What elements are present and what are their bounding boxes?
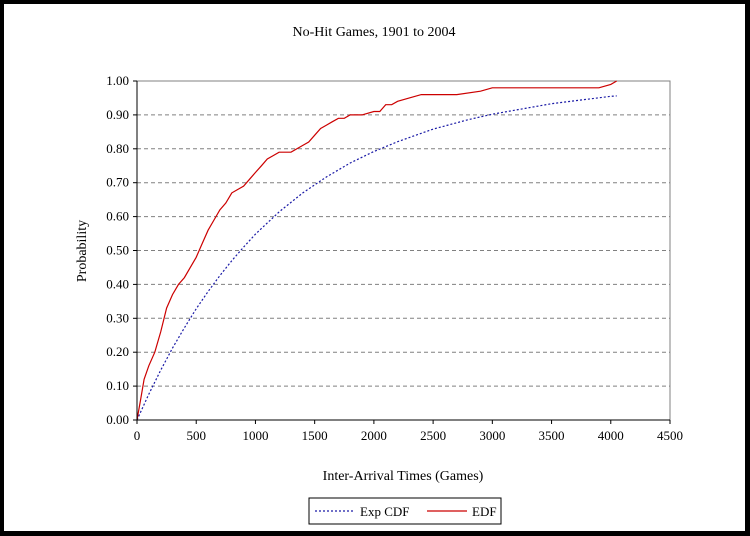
- y-tick-label: 0.60: [106, 209, 129, 224]
- x-tick-label: 3500: [539, 428, 565, 443]
- x-axis-ticks: 0 500 1000 1500 2000 2500 3000 3500 4000 4500: [134, 420, 683, 443]
- y-tick-label: 0.00: [106, 412, 129, 427]
- series-layer: [136, 80, 617, 421]
- x-tick-label: 500: [186, 428, 206, 443]
- y-axis-ticks: 0.00 0.10 0.20 0.30 0.40 0.50 0.60 0.70 0.80 0.90…: [106, 73, 137, 427]
- series-line-exp-cdf: [136, 95, 617, 421]
- x-tick-label: 2000: [361, 428, 387, 443]
- y-tick-label: 0.50: [106, 243, 129, 258]
- y-tick-label: 0.30: [106, 310, 129, 325]
- series-line-edf: [136, 80, 617, 421]
- chart-frame: No-Hit Games, 1901 to 2004 0 500 1000 1500 2…: [4, 4, 745, 531]
- x-axis-label: Inter-Arrival Times (Games): [323, 469, 484, 484]
- x-tick-label: 3000: [479, 428, 505, 443]
- legend-label-exp-cdf: Exp CDF: [360, 504, 409, 519]
- legend: Exp CDF EDF: [308, 497, 502, 525]
- chart-svg: No-Hit Games, 1901 to 2004 0 500 1000 1500 2…: [75, 25, 683, 525]
- x-tick-label: 1500: [302, 428, 328, 443]
- y-tick-label: 0.10: [106, 378, 129, 393]
- y-tick-label: 1.00: [106, 73, 129, 88]
- x-tick-label: 4500: [657, 428, 683, 443]
- y-tick-label: 0.40: [106, 276, 129, 291]
- y-tick-label: 0.90: [106, 107, 129, 122]
- chart-title: No-Hit Games, 1901 to 2004: [293, 25, 456, 40]
- x-tick-label: 0: [134, 428, 141, 443]
- legend-label-edf: EDF: [472, 504, 497, 519]
- x-tick-label: 2500: [420, 428, 446, 443]
- y-tick-label: 0.70: [106, 175, 129, 190]
- y-axis-label: Probability: [75, 220, 90, 282]
- gridlines: [137, 80, 670, 387]
- x-tick-label: 1000: [242, 428, 268, 443]
- y-tick-label: 0.20: [106, 344, 129, 359]
- y-tick-label: 0.80: [106, 141, 129, 156]
- x-tick-label: 4000: [598, 428, 624, 443]
